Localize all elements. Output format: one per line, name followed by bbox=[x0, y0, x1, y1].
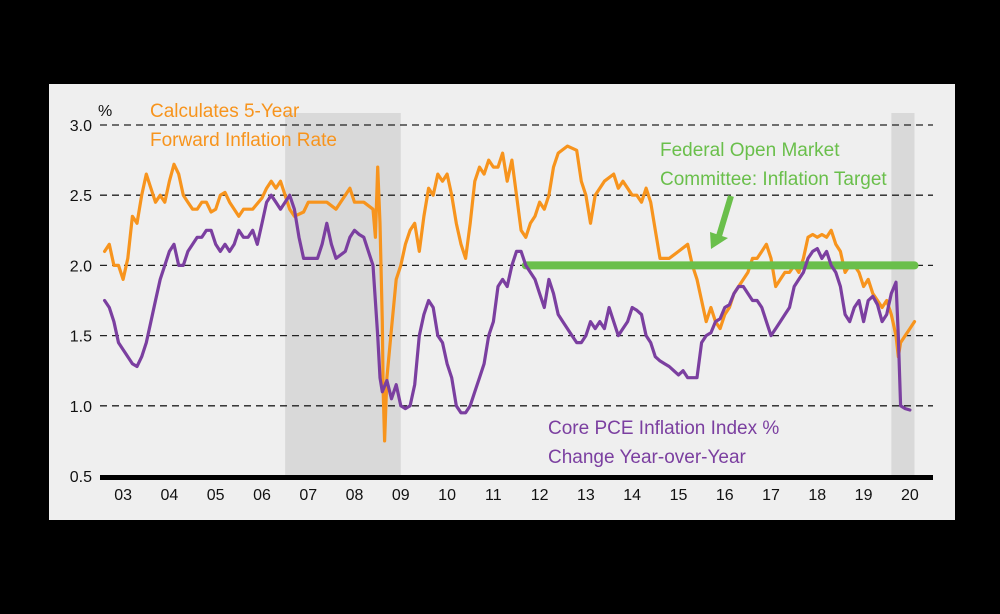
annotations: Calculates 5-Year Forward Inflation Rate… bbox=[150, 101, 887, 468]
x-tick-label: 16 bbox=[716, 487, 734, 504]
x-tick-label: 13 bbox=[577, 487, 595, 504]
x-tick-label: 20 bbox=[901, 487, 919, 504]
core-pce-label-line1: Core PCE Inflation Index % bbox=[548, 418, 779, 439]
x-tick-label: 14 bbox=[623, 487, 641, 504]
gridlines bbox=[100, 124, 933, 407]
x-tick-label: 03 bbox=[114, 487, 132, 504]
x-axis-ticks: 03 04 05 06 07 08 09 10 11 12 13 14 15 16 17 18 19 20 bbox=[114, 487, 919, 504]
core-pce-line bbox=[103, 193, 912, 415]
y-tick-label: 3.0 bbox=[70, 118, 92, 135]
x-tick-label: 09 bbox=[392, 487, 410, 504]
breakeven-label-line2: Forward Inflation Rate bbox=[150, 130, 337, 151]
x-tick-label: 06 bbox=[253, 487, 271, 504]
x-axis-line bbox=[100, 475, 933, 480]
data-series bbox=[103, 144, 919, 443]
target-arrow bbox=[710, 195, 734, 249]
target-label-line2: Committee: Inflation Target bbox=[660, 169, 887, 190]
x-tick-label: 07 bbox=[299, 487, 317, 504]
y-tick-label: 2.5 bbox=[70, 188, 92, 205]
x-tick-label: 08 bbox=[346, 487, 364, 504]
core-pce-label-line2: Change Year-over-Year bbox=[548, 447, 747, 468]
x-tick-label: 11 bbox=[485, 487, 502, 504]
x-tick-label: 15 bbox=[670, 487, 688, 504]
recession-band-1 bbox=[891, 113, 915, 476]
y-axis-ticks: 3.0 2.5 2.0 1.5 1.0 0.5 bbox=[70, 118, 92, 486]
breakeven-label-line1: Calculates 5-Year bbox=[150, 101, 300, 122]
x-axis bbox=[100, 475, 933, 480]
y-tick-label: 1.0 bbox=[70, 399, 92, 416]
target-arrow-shaft bbox=[716, 195, 734, 237]
x-tick-label: 10 bbox=[438, 487, 456, 504]
x-tick-label: 18 bbox=[808, 487, 826, 504]
x-tick-label: 04 bbox=[161, 487, 179, 504]
y-tick-label: 1.5 bbox=[70, 329, 92, 346]
x-tick-label: 05 bbox=[207, 487, 225, 504]
y-tick-label: 2.0 bbox=[70, 258, 92, 275]
x-tick-label: 12 bbox=[531, 487, 549, 504]
target-label-line1: Federal Open Market bbox=[660, 140, 840, 161]
x-tick-label: 17 bbox=[762, 487, 780, 504]
target-arrow-head bbox=[710, 232, 728, 249]
y-axis-unit: % bbox=[98, 103, 112, 120]
x-tick-label: 19 bbox=[855, 487, 873, 504]
y-tick-label: 0.5 bbox=[70, 469, 92, 486]
